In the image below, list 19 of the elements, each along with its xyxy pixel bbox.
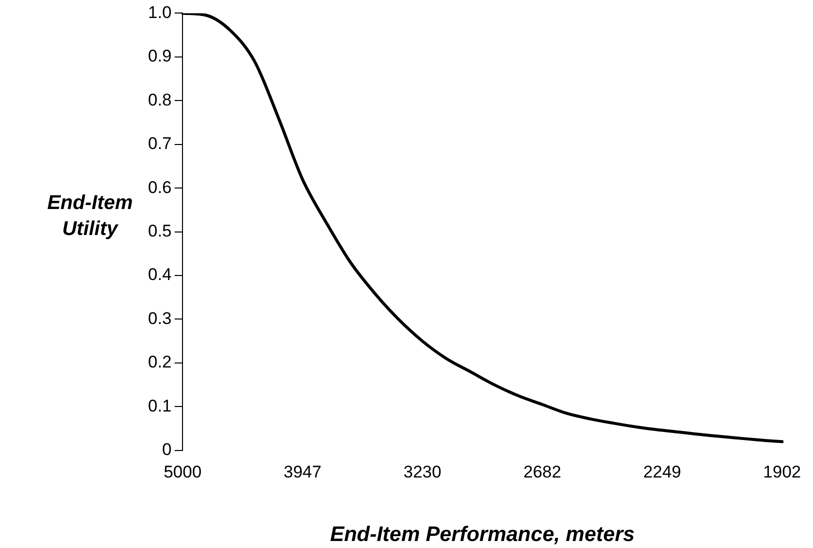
y-tick-label: 0.4 (148, 265, 172, 284)
y-tick-label: 0.3 (148, 308, 172, 328)
y-tick-label: 0.9 (148, 46, 172, 66)
y-axis-title: End-Item Utility (46, 191, 134, 242)
x-tick-label: 2682 (523, 462, 562, 482)
y-tick-label: 0.5 (148, 221, 172, 240)
y-tick-label: 0.8 (148, 90, 172, 110)
y-tick-label: 0.1 (148, 396, 172, 416)
x-tick-label: 1902 (763, 462, 802, 482)
y-tick-label: 1.0 (148, 2, 172, 22)
x-axis-title: End-Item Performance, meters (330, 523, 635, 546)
x-tick-label: 3947 (284, 462, 322, 482)
y-tick-label: 0.6 (148, 178, 172, 197)
x-tick-label: 2249 (643, 462, 682, 482)
y-tick-label: 0.7 (148, 134, 172, 154)
y-tick-label: 0 (162, 440, 172, 460)
x-tick-label: 5000 (164, 462, 202, 482)
y-tick-label: 0.2 (148, 352, 172, 372)
x-tick-label: 3230 (404, 462, 442, 482)
